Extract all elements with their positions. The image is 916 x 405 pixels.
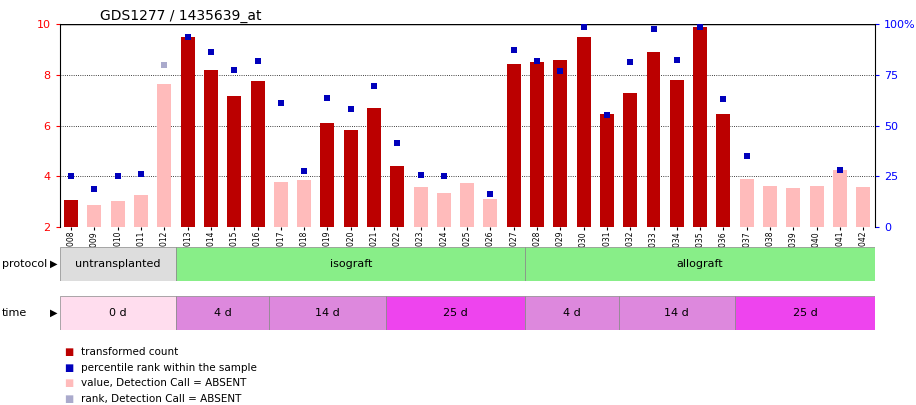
Bar [618, 296, 735, 330]
Text: 14 d: 14 d [315, 308, 340, 318]
Bar [60, 296, 176, 330]
Bar [810, 186, 823, 227]
Bar [176, 296, 269, 330]
Bar [833, 170, 846, 227]
Bar [693, 27, 707, 227]
Bar [297, 180, 311, 227]
Bar [526, 296, 618, 330]
Bar [274, 182, 288, 227]
Text: ■: ■ [64, 394, 73, 403]
Bar [176, 247, 526, 281]
Text: ■: ■ [64, 347, 73, 357]
Text: untransplanted: untransplanted [75, 259, 160, 269]
Bar [367, 108, 381, 227]
Bar [735, 296, 875, 330]
Bar [64, 200, 78, 227]
Bar [647, 52, 660, 227]
Text: ▶: ▶ [50, 308, 58, 318]
Bar [740, 179, 754, 227]
Bar [856, 187, 870, 227]
Bar [786, 188, 801, 227]
Bar [437, 194, 451, 227]
Text: 4 d: 4 d [213, 308, 232, 318]
Bar [623, 93, 638, 227]
Bar [269, 296, 386, 330]
Text: time: time [2, 308, 27, 318]
Bar [158, 84, 171, 227]
Bar [600, 114, 614, 227]
Text: ■: ■ [64, 363, 73, 373]
Bar [763, 186, 777, 227]
Bar [204, 70, 218, 227]
Bar [716, 114, 730, 227]
Text: 25 d: 25 d [792, 308, 817, 318]
Bar [577, 37, 591, 227]
Bar [227, 96, 241, 227]
Bar [507, 64, 520, 227]
Bar [553, 60, 567, 227]
Bar [134, 195, 148, 227]
Text: GDS1277 / 1435639_at: GDS1277 / 1435639_at [100, 9, 262, 23]
Bar [670, 80, 683, 227]
Text: 14 d: 14 d [664, 308, 689, 318]
Bar [251, 81, 265, 227]
Text: percentile rank within the sample: percentile rank within the sample [81, 363, 256, 373]
Bar [180, 37, 194, 227]
Bar [526, 247, 875, 281]
Bar [60, 247, 176, 281]
Text: allograft: allograft [677, 259, 724, 269]
Text: 25 d: 25 d [443, 308, 468, 318]
Text: isograft: isograft [330, 259, 372, 269]
Bar [414, 187, 428, 227]
Text: 4 d: 4 d [563, 308, 581, 318]
Bar [111, 201, 125, 227]
Bar [484, 199, 497, 227]
Bar [390, 166, 404, 227]
Bar [460, 183, 474, 227]
Bar [88, 205, 102, 227]
Text: ■: ■ [64, 378, 73, 388]
Bar [386, 296, 526, 330]
Bar [530, 62, 544, 227]
Text: protocol: protocol [2, 259, 47, 269]
Text: 0 d: 0 d [109, 308, 126, 318]
Text: transformed count: transformed count [81, 347, 178, 357]
Bar [321, 123, 334, 227]
Text: ▶: ▶ [50, 259, 58, 269]
Text: value, Detection Call = ABSENT: value, Detection Call = ABSENT [81, 378, 246, 388]
Bar [344, 130, 357, 227]
Text: rank, Detection Call = ABSENT: rank, Detection Call = ABSENT [81, 394, 241, 403]
